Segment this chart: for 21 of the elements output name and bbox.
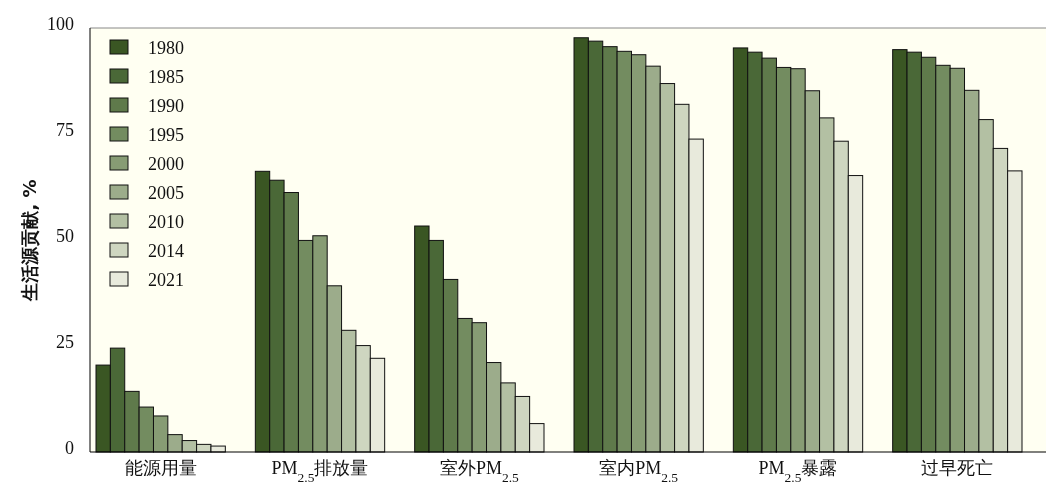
y-tick-label: 50 xyxy=(56,225,74,246)
x-tick-label: 室内PM$_{2.5}$ xyxy=(599,458,679,485)
y-tick-label: 75 xyxy=(56,119,74,140)
legend-label: 1985 xyxy=(148,67,184,87)
legend-label: 2005 xyxy=(148,183,184,203)
y-tick-label: 25 xyxy=(56,331,74,352)
y-tick-label: 0 xyxy=(65,437,74,458)
legend-label: 2021 xyxy=(148,270,184,290)
legend-label: 1995 xyxy=(148,125,184,145)
x-tick-label: 能源用量 xyxy=(124,458,197,478)
legend-label: 1990 xyxy=(148,96,184,116)
legend-label: 2000 xyxy=(148,154,184,174)
x-tick-label: 过早死亡 xyxy=(921,458,994,478)
x-tick-label: PM$_{2.5}$暴露 xyxy=(758,458,838,485)
legend-label: 2010 xyxy=(148,212,184,232)
legend-label: 2014 xyxy=(148,241,184,261)
x-tick-label: 室外PM$_{2.5}$ xyxy=(439,458,520,485)
legend-label: 1980 xyxy=(148,38,184,58)
y-axis-title: 生活源贡献, % xyxy=(19,179,40,302)
y-tick-label: 100 xyxy=(47,13,74,34)
x-tick-label: PM$_{2.5}$排放量 xyxy=(271,458,369,485)
